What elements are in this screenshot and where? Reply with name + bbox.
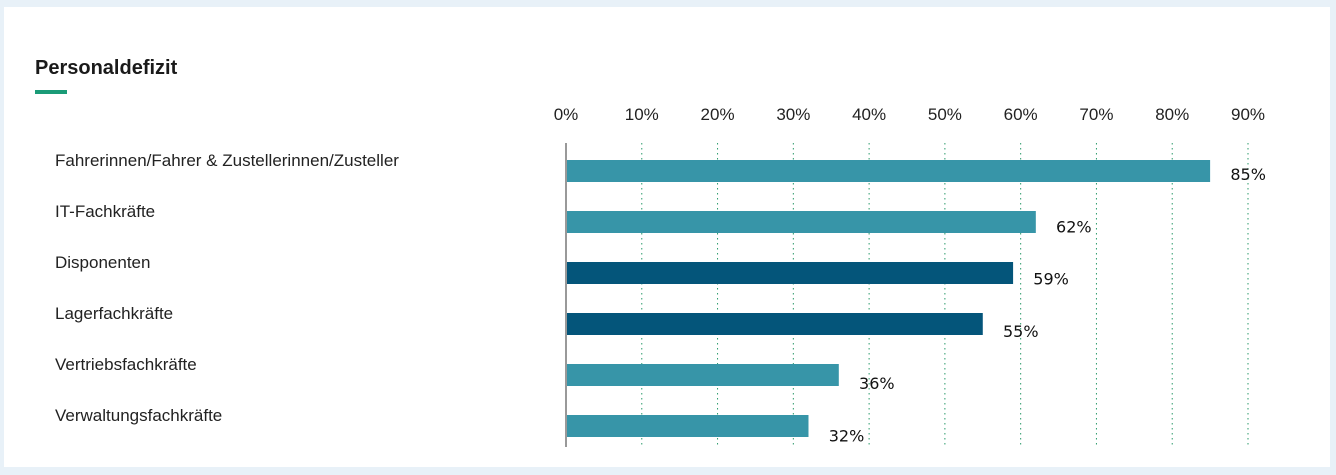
value-label: 59% bbox=[1033, 270, 1069, 289]
value-label: 62% bbox=[1056, 217, 1092, 236]
value-label: 85% bbox=[1230, 165, 1266, 184]
title-underline bbox=[35, 90, 67, 94]
x-tick-label: 30% bbox=[776, 105, 810, 124]
x-tick-label: 50% bbox=[928, 105, 962, 124]
bar bbox=[567, 364, 839, 386]
category-label: Vertriebsfachkräfte bbox=[55, 355, 197, 374]
x-tick-label: 80% bbox=[1155, 105, 1189, 124]
value-label: 55% bbox=[1003, 322, 1039, 341]
bar bbox=[567, 262, 1014, 284]
category-label: Verwaltungsfachkräfte bbox=[55, 406, 222, 425]
x-tick-label: 10% bbox=[625, 105, 659, 124]
x-tick-label: 70% bbox=[1079, 105, 1113, 124]
chart-title: Personaldefizit bbox=[35, 57, 178, 79]
category-label: Disponenten bbox=[55, 253, 150, 272]
bar bbox=[567, 313, 983, 335]
bar bbox=[567, 415, 809, 437]
category-label: Lagerfachkräfte bbox=[55, 304, 173, 323]
value-label: 32% bbox=[829, 427, 865, 446]
category-label: Fahrerinnen/Fahrer & Zustellerinnen/Zust… bbox=[55, 151, 399, 170]
x-tick-label: 20% bbox=[701, 105, 735, 124]
x-tick-label: 90% bbox=[1231, 105, 1265, 124]
bar bbox=[567, 211, 1036, 233]
x-tick-label: 60% bbox=[1004, 105, 1038, 124]
chart-card bbox=[4, 7, 1330, 467]
bar bbox=[567, 160, 1211, 182]
category-label: IT-Fachkräfte bbox=[55, 202, 155, 221]
value-label: 36% bbox=[859, 374, 895, 393]
x-tick-label: 40% bbox=[852, 105, 886, 124]
x-tick-label: 0% bbox=[554, 105, 579, 124]
